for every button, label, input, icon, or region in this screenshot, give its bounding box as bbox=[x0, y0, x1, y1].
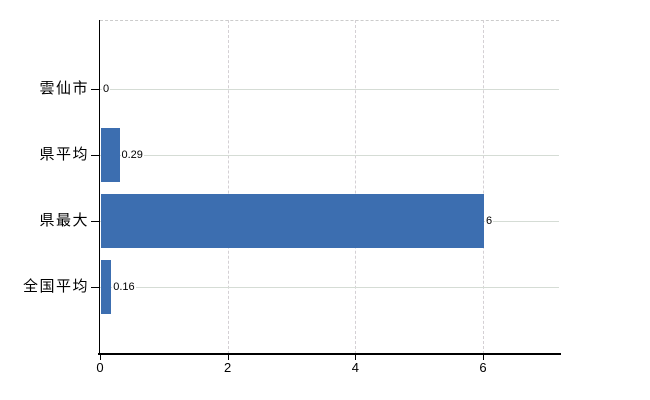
horizontal-gridline bbox=[100, 287, 559, 288]
category-tick-mark bbox=[91, 155, 99, 156]
horizontal-gridline bbox=[100, 155, 559, 156]
vertical-gridline bbox=[227, 20, 229, 354]
x-tick-mark bbox=[100, 354, 101, 360]
horizontal-gridline bbox=[100, 89, 559, 90]
x-tick-mark bbox=[482, 354, 484, 360]
x-tick-mark bbox=[227, 354, 229, 360]
bar bbox=[101, 260, 112, 314]
category-tick-mark bbox=[91, 89, 99, 90]
value-label: 0 bbox=[102, 81, 111, 97]
category-label: 県平均 bbox=[39, 146, 89, 163]
category-tick-mark bbox=[91, 221, 99, 222]
vertical-gridline bbox=[482, 20, 484, 354]
bar bbox=[101, 194, 484, 248]
x-tick-label: 6 bbox=[479, 360, 487, 375]
value-label: 0.29 bbox=[120, 147, 144, 163]
category-label: 雲仙市 bbox=[39, 80, 89, 97]
category-tick-mark bbox=[91, 287, 99, 288]
y-axis-line bbox=[98, 20, 100, 354]
x-tick-label: 4 bbox=[351, 360, 359, 375]
bar bbox=[101, 128, 120, 182]
x-tick-label: 2 bbox=[224, 360, 232, 375]
x-tick-label: 0 bbox=[96, 360, 104, 375]
x-axis-line bbox=[98, 353, 561, 355]
value-label: 0.16 bbox=[112, 279, 136, 295]
category-label: 県最大 bbox=[39, 212, 89, 229]
plot-top-border bbox=[100, 20, 559, 21]
x-tick-mark bbox=[355, 354, 357, 360]
value-label: 6 bbox=[484, 213, 494, 229]
vertical-gridline bbox=[355, 20, 357, 354]
category-label: 全国平均 bbox=[22, 278, 89, 295]
